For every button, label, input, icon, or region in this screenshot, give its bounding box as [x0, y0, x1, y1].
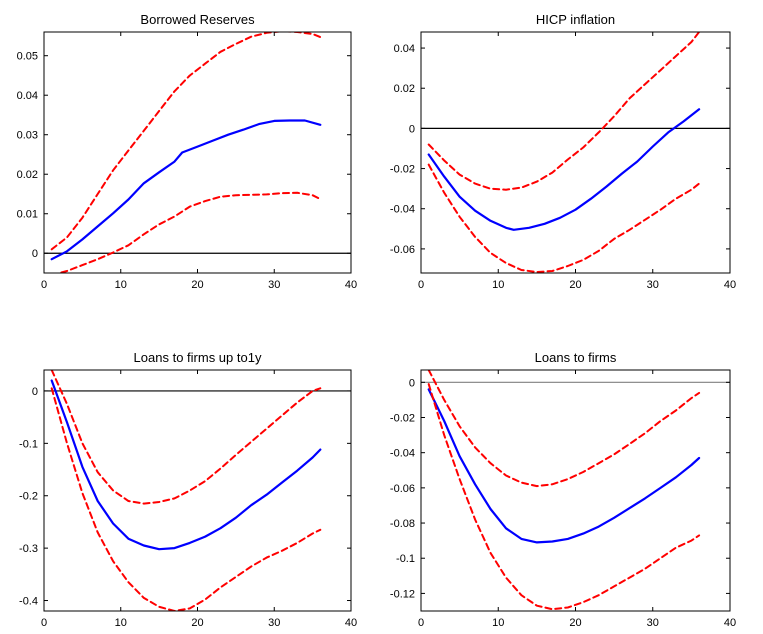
x-tick-label: 10: [115, 617, 127, 629]
central-estimate-line: [50, 379, 322, 551]
y-tick-label: -0.4: [19, 596, 38, 608]
upper-band-line: [50, 370, 322, 505]
x-tick-label: 30: [268, 279, 280, 291]
plot-area-frame: [43, 369, 352, 612]
x-tick-label: 10: [115, 279, 127, 291]
x-tick-label: 10: [492, 279, 504, 291]
series-group: [427, 370, 701, 611]
y-tick-label: 0.02: [394, 83, 415, 95]
plot-area-frame: [420, 369, 731, 612]
x-tick-label: 40: [345, 279, 357, 291]
upper-band-line: [427, 32, 701, 191]
y-tick-label: 0.03: [17, 130, 38, 142]
x-tick-label: 40: [345, 617, 357, 629]
y-tick-label: -0.1: [19, 438, 38, 450]
y-tick-label: -0.02: [390, 412, 415, 424]
chart-panel-3: Loans to firms up to1y -0.4 -0.3 -0.2 -0.1 0 0…: [19, 350, 357, 629]
chart-panel-2: HICP inflation -0.06 -0.04 -0.02 0 0.02 0.04 0 1…: [390, 12, 736, 291]
x-tick-label: 40: [724, 279, 736, 291]
central-estimate-line: [427, 108, 701, 231]
lower-band-line: [427, 383, 701, 611]
x-tick-label: 0: [418, 617, 424, 629]
y-tick-label: 0: [32, 248, 38, 260]
central-estimate-line: [50, 119, 322, 261]
y-tick-label: 0: [409, 123, 415, 135]
chart-panel-4: Loans to firms -0.12 -0.1 -0.08 -0.06 -0.04 -0…: [390, 350, 736, 629]
upper-band-line: [50, 32, 322, 251]
y-tick-label: -0.06: [390, 483, 415, 495]
y-tick-label: -0.04: [390, 204, 415, 216]
chart-title: Borrowed Reserves: [140, 12, 255, 27]
chart-title: Loans to firms: [535, 350, 617, 365]
y-tick-label: -0.1: [396, 553, 415, 565]
y-tick-label: 0.02: [17, 169, 38, 181]
y-tick-label: 0: [409, 377, 415, 389]
y-tick-label: -0.08: [390, 518, 415, 530]
y-tick-label: -0.04: [390, 448, 415, 460]
y-tick-label: 0.04: [17, 90, 38, 102]
x-tick-label: 40: [724, 617, 736, 629]
chart-panel-1: Borrowed Reserves 0 0.01 0.02 0.03 0.04 0.05 0 1…: [17, 12, 358, 291]
series-group: [50, 32, 322, 273]
x-tick-label: 0: [418, 279, 424, 291]
y-tick-label: -0.02: [390, 164, 415, 176]
y-tick-label: -0.12: [390, 588, 415, 600]
x-tick-label: 20: [191, 279, 203, 291]
y-tick-label: -0.3: [19, 543, 38, 555]
x-tick-label: 20: [191, 617, 203, 629]
upper-band-line: [427, 370, 701, 488]
y-tick-label: -0.2: [19, 491, 38, 503]
x-tick-label: 30: [268, 617, 280, 629]
series-group: [50, 370, 322, 611]
lower-band-line: [55, 191, 322, 273]
y-tick-label: -0.06: [390, 244, 415, 256]
x-tick-label: 30: [647, 279, 659, 291]
lower-band-line: [50, 387, 322, 611]
y-tick-label: 0.04: [394, 43, 415, 55]
chart-title: HICP inflation: [536, 12, 615, 27]
y-tick-label: 0.05: [17, 51, 38, 63]
x-tick-label: 20: [569, 279, 581, 291]
series-group: [427, 32, 701, 273]
x-tick-label: 30: [647, 617, 659, 629]
y-tick-label: 0: [32, 386, 38, 398]
x-tick-label: 20: [569, 617, 581, 629]
x-tick-label: 0: [41, 279, 47, 291]
lower-band-line: [427, 163, 701, 273]
chart-title: Loans to firms up to1y: [134, 350, 262, 365]
central-estimate-line: [427, 388, 701, 544]
plot-area-frame: [43, 31, 352, 274]
x-tick-label: 10: [492, 617, 504, 629]
y-tick-label: 0.01: [17, 209, 38, 221]
x-tick-label: 0: [41, 617, 47, 629]
